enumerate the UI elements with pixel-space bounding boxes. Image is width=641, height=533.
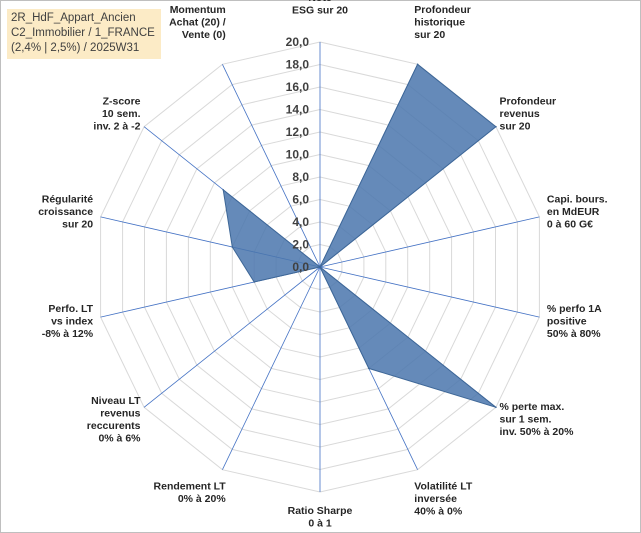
axis-label: Z-score 10 sem. inv. 2 à -2 <box>93 96 140 133</box>
axis-spoke <box>222 64 321 268</box>
axis-label: Profondeur revenus sur 20 <box>500 96 557 133</box>
axis-spoke <box>319 216 540 268</box>
tick-label: 2,0 <box>292 238 309 252</box>
data-point <box>319 266 321 268</box>
tick-label: 18,0 <box>286 58 310 72</box>
tick-label: 0,0 <box>292 260 309 274</box>
axis-spoke <box>143 266 321 408</box>
axis-label: Niveau LT revenus reccurents 0% à 6% <box>87 395 141 445</box>
info-box: 2R_HdF_Appart_Ancien C2_Immobilier / 1_F… <box>7 9 161 59</box>
info-line-2: C2_Immobilier / 1_FRANCE <box>11 27 155 39</box>
axis-label: NoteESG sur 20 <box>292 0 348 17</box>
tick-label: 12,0 <box>286 125 310 139</box>
data-point <box>231 246 234 248</box>
data-point <box>416 63 419 66</box>
data-point <box>253 281 255 283</box>
tick-label: 6,0 <box>292 193 309 207</box>
tick-label: 20,0 <box>286 35 310 49</box>
axis-label: Capi. bours. en MdEUR 0 à 60 G€ <box>547 194 608 231</box>
data-point <box>495 125 497 128</box>
axis-label: % perte max. sur 1 sem. inv. 50% à 20% <box>500 401 575 438</box>
axis-label: Profondeur historique sur 20 <box>414 4 471 41</box>
info-line-1: 2R_HdF_Appart_Ancien <box>11 12 136 24</box>
axis-spoke <box>319 266 540 318</box>
tick-label: 10,0 <box>286 148 310 162</box>
axis-label: Momentum Achat (20) / Vente (0) <box>169 4 226 41</box>
axis-spoke <box>222 266 321 470</box>
tick-label: 4,0 <box>292 215 309 229</box>
tick-label: 16,0 <box>286 80 310 94</box>
axis-label: % perfo 1A positive 50% à 80% <box>547 303 602 340</box>
axis-label: Perfo. LT vs index -8% à 12% <box>42 303 94 340</box>
tick-label: 8,0 <box>292 170 309 184</box>
tick-label: 14,0 <box>286 103 310 117</box>
axis-label: Régularité croissance sur 20 <box>38 194 93 231</box>
data-point <box>222 189 224 191</box>
data-point <box>368 367 370 370</box>
info-line-3: (2,4% | 2,5%) / 2025W31 <box>11 42 140 54</box>
axis-label: Volatilité LT inversée 40% à 0% <box>414 481 473 518</box>
axis-label: Rendement LT 0% à 20% <box>154 481 227 506</box>
data-point <box>495 406 497 409</box>
axis-label: Ratio Sharpe 0 à 1 <box>288 505 353 530</box>
